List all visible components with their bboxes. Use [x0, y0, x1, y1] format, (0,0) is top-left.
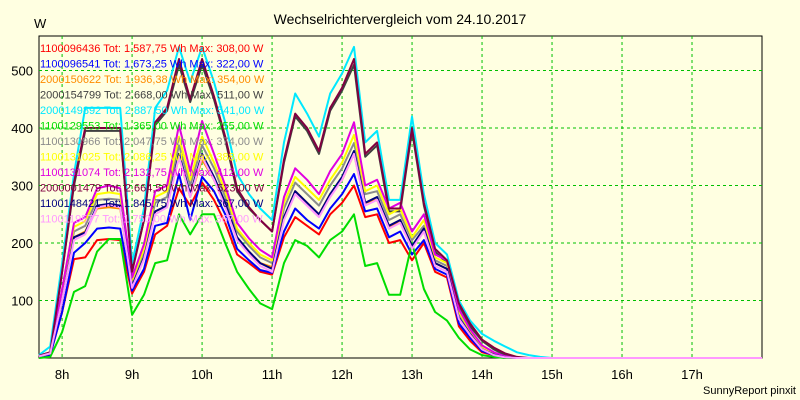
x-tick-label: 9h — [125, 367, 139, 382]
chart-title: Wechselrichtervergleich vom 24.10.2017 — [274, 11, 527, 27]
legend-entry-12: 1100119577 Tot: 1.750,00 Wh Max: 367,00 … — [40, 214, 263, 226]
legend-entry-7: 1100130966 Tot: 2.047,75 Wh Max: 374,00 … — [40, 136, 264, 148]
x-tick-label: 16h — [611, 367, 633, 382]
y-tick-label: 200 — [11, 236, 33, 251]
series-line-12 — [38, 152, 762, 359]
legend-entry-4: 2000154799 Tot: 2.668,00 Wh Max: 511,00 … — [40, 90, 264, 102]
legend: 1100096436 Tot: 1.587,75 Wh Max: 308,00 … — [40, 43, 265, 226]
x-tick-label: 17h — [681, 367, 703, 382]
x-tick-label: 10h — [191, 367, 213, 382]
x-tick-label: 11h — [262, 367, 283, 382]
plot-layer: 8h 9h 10h 11h 12h 13h 14h 15h 16h 17h 100 200 300 400… — [11, 35, 763, 382]
legend-entry-1: 1100096436 Tot: 1.587,75 Wh Max: 308,00 … — [40, 43, 264, 55]
legend-entry-10: 2000001479 Tot: 2.664,50 Wh Max: 523,00 … — [40, 183, 265, 195]
y-tick-label: 100 — [11, 294, 33, 309]
x-tick-label: 14h — [471, 367, 493, 382]
y-tick-label: 500 — [11, 64, 33, 79]
legend-entry-2: 1100096541 Tot: 1.673,25 Wh Max: 322,00 … — [40, 59, 264, 71]
y-tick-label: 300 — [11, 179, 33, 194]
legend-entry-3: 2000150622 Tot: 1.936,38 Wh Max: 354,00 … — [40, 74, 265, 86]
y-tick-label: 400 — [11, 121, 33, 136]
x-tick-label: 8h — [55, 367, 69, 382]
legend-entry-6: 1100129553 Tot: 1.365,00 Wh Max: 255,00 … — [40, 121, 264, 133]
x-tick-label: 13h — [401, 367, 423, 382]
y-axis-label: W — [34, 16, 47, 31]
credit-label: SunnyReport pinxit — [703, 385, 796, 397]
legend-entry-9: 1100131074 Tot: 2.132,75 Wh Max: 412,00 … — [40, 167, 264, 179]
legend-entry-5: 2000149892 Tot: 2.887,50 Wh Max: 541,00 … — [40, 105, 265, 117]
x-tick-label: 12h — [331, 367, 353, 382]
x-tick-label: 15h — [541, 367, 563, 382]
legend-entry-8: 1100131025 Tot: 2.086,25 Wh Max: 388,00 … — [40, 152, 264, 164]
legend-entry-11: 1100148421 Tot: 1.845,75 Wh Max: 367,00 … — [40, 198, 264, 210]
